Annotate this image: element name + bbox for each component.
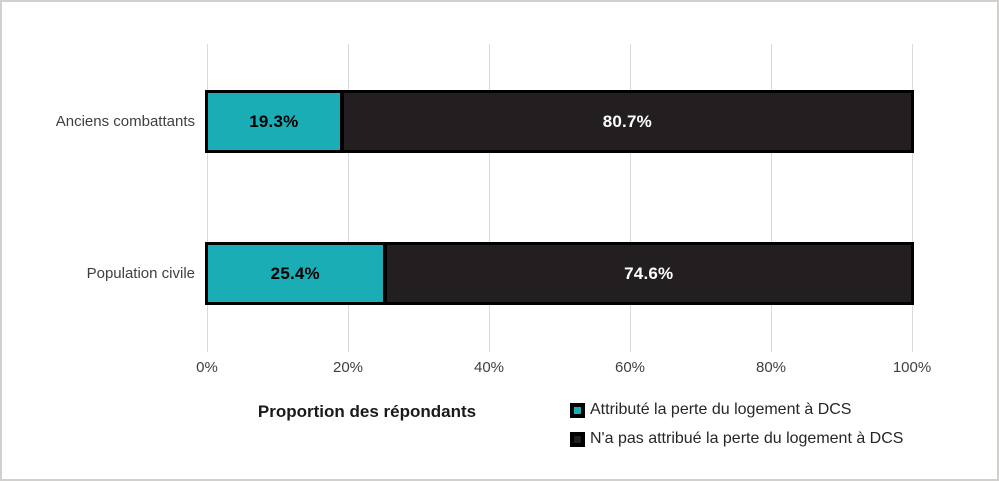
gridline-80pct bbox=[771, 44, 772, 352]
legend: Attributé la perte du logement à DCS N'a… bbox=[570, 401, 903, 459]
x-axis-title: Proportion des répondants bbox=[257, 402, 477, 421]
gridline-60pct bbox=[630, 44, 631, 352]
bar-segment-attribue: 19.3% bbox=[208, 93, 344, 150]
data-label: 25.4% bbox=[270, 263, 320, 283]
x-tick-60: 60% bbox=[614, 359, 646, 376]
x-tick-100: 100% bbox=[892, 359, 932, 376]
x-tick-40: 40% bbox=[473, 359, 505, 376]
legend-swatch-dark-icon bbox=[570, 431, 585, 447]
category-label-anciens-combattants: Anciens combattants bbox=[55, 113, 195, 130]
legend-label: N'a pas attribué la perte du logement à … bbox=[590, 430, 904, 447]
gridline-100pct bbox=[912, 44, 913, 352]
stacked-bar-population-civile: 25.4% 74.6% bbox=[205, 242, 914, 305]
data-label: 80.7% bbox=[602, 111, 652, 131]
data-label: 19.3% bbox=[249, 111, 299, 131]
plot-area: 19.3% 80.7% 25.4% 74.6% bbox=[205, 44, 914, 352]
legend-item-non-attribue: N'a pas attribué la perte du logement à … bbox=[570, 430, 903, 448]
legend-swatch-teal-icon bbox=[570, 402, 585, 418]
x-tick-0: 0% bbox=[196, 359, 218, 376]
legend-item-attribue: Attributé la perte du logement à DCS bbox=[570, 401, 903, 419]
x-tick-80: 80% bbox=[755, 359, 787, 376]
stacked-bar-anciens-combattants: 19.3% 80.7% bbox=[205, 90, 914, 153]
gridline-40pct bbox=[489, 44, 490, 352]
legend-label: Attributé la perte du logement à DCS bbox=[590, 401, 852, 418]
gridline-20pct bbox=[348, 44, 349, 352]
gridline-0pct bbox=[207, 44, 208, 352]
category-label-population-civile: Population civile bbox=[86, 265, 195, 282]
x-tick-20: 20% bbox=[332, 359, 364, 376]
bar-segment-non-attribue: 74.6% bbox=[386, 245, 911, 302]
bar-segment-non-attribue: 80.7% bbox=[343, 93, 911, 150]
data-label: 74.6% bbox=[624, 263, 674, 283]
bar-segment-attribue: 25.4% bbox=[208, 245, 387, 302]
